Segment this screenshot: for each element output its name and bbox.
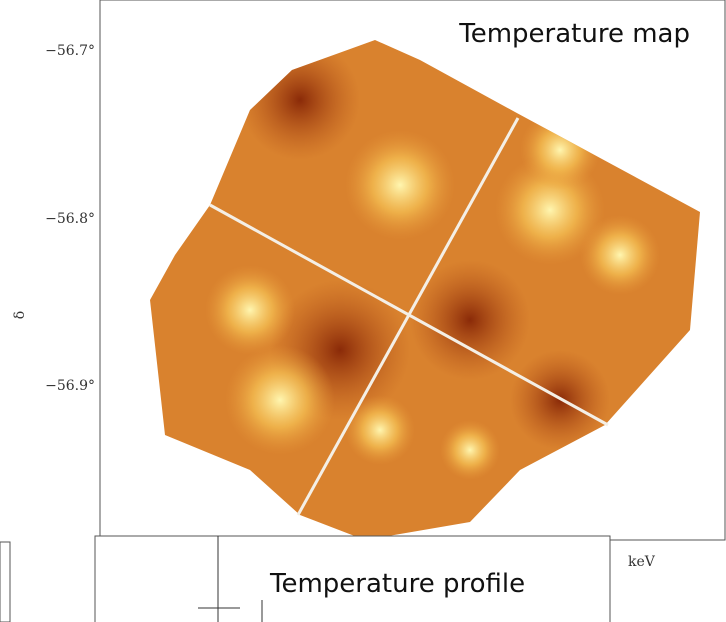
y-tick-label: −56.7° [45,43,95,59]
profile-frame [94,535,611,622]
axis-label: δ [12,311,28,319]
map-title: Temperature map [458,19,690,49]
y-tick-label: −56.9° [45,378,95,394]
y-tick-label: −56.8° [45,211,95,227]
unit-label: keV [628,554,656,570]
profile-title: Temperature profile [269,569,525,599]
side-frame [0,541,11,622]
